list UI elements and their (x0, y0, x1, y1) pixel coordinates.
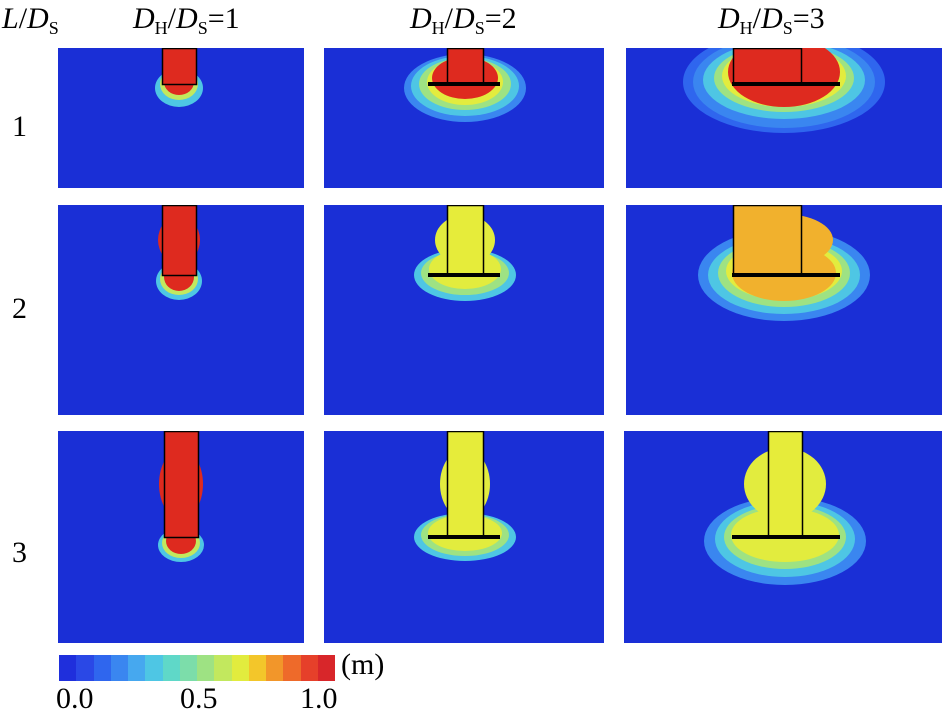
contour-plot (158, 431, 204, 562)
colorbar-segment (300, 655, 318, 681)
contour-plot (683, 48, 885, 133)
colorbar-segment (317, 655, 335, 681)
colorbar-segment (76, 655, 94, 681)
row-axis-label: L/DS (2, 2, 59, 38)
contour-panel-r3-c1 (58, 431, 304, 643)
colorbar-segment (266, 655, 284, 681)
contour-panel-r2-c1 (58, 205, 304, 415)
pile-fill (162, 48, 196, 84)
pile-fill (733, 48, 801, 84)
contour-plot (414, 205, 516, 301)
contour-plot (155, 48, 203, 107)
pile-fill (733, 205, 801, 275)
pile-fill (447, 205, 483, 275)
pile-fill (164, 431, 198, 537)
row-label-2: 2 (12, 292, 27, 325)
column-header-3: DH/DS=3 (718, 2, 825, 38)
pile-outline (163, 431, 200, 539)
pile-fill (447, 431, 483, 537)
colorbar-tick-max: 1.0 (300, 682, 338, 715)
colorbar-segment (214, 655, 232, 681)
contour-panel-r1-c3 (626, 48, 942, 188)
colorbar-segment (248, 655, 266, 681)
colorbar-segment (197, 655, 215, 681)
colorbar-segment (283, 655, 301, 681)
row-label-3: 3 (12, 536, 27, 569)
colorbar-tick-mid: 0.5 (180, 682, 218, 715)
contour-panel-r3-c3 (624, 431, 942, 643)
colorbar-unit: (m) (341, 648, 385, 681)
contour-panel-r1-c2 (324, 48, 604, 188)
colorbar-segment (93, 655, 111, 681)
contour-panel-r2-c3 (626, 205, 942, 415)
colorbar-segment (231, 655, 249, 681)
colorbar-segment (59, 655, 77, 681)
pile-outline (161, 205, 198, 277)
column-header-1: DH/DS=1 (133, 2, 240, 38)
contour-panel-r1-c1 (58, 48, 304, 188)
pile-fill (768, 431, 802, 537)
contour-panel-r3-c2 (324, 431, 604, 643)
pile-fill (162, 205, 196, 275)
contour-panel-r2-c2 (324, 205, 604, 415)
contour-plot (704, 431, 866, 585)
colorbar-segment (128, 655, 146, 681)
contour-plot (414, 431, 516, 561)
colorbar-segment (110, 655, 128, 681)
colorbar-segment (179, 655, 197, 681)
contour-plot (698, 205, 870, 321)
contour-plot (404, 48, 526, 122)
colorbar-segment (145, 655, 163, 681)
column-header-2: DH/DS=2 (410, 2, 517, 38)
colorbar-tick-min: 0.0 (56, 682, 94, 715)
pile-outline (161, 48, 198, 86)
colorbar-segment (162, 655, 180, 681)
row-label-1: 1 (12, 110, 27, 143)
contour-plot (156, 205, 202, 300)
pile-fill (447, 48, 483, 84)
colorbar (59, 655, 335, 681)
